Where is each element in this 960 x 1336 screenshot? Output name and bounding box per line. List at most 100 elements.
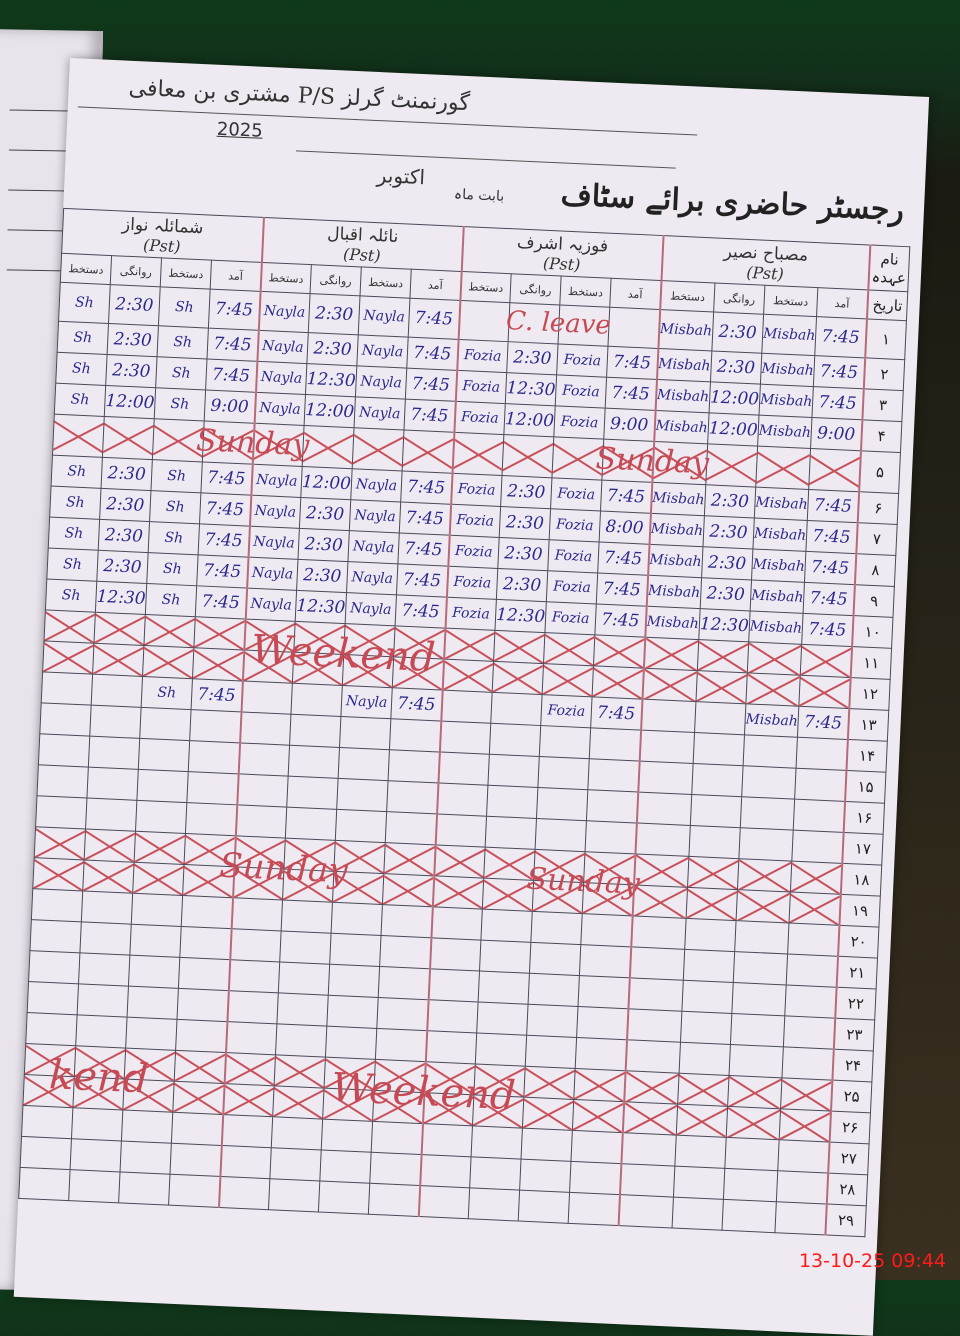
signature: Nayla: [255, 361, 307, 395]
signature: Nayla: [340, 685, 393, 719]
arrival-time: [787, 923, 840, 957]
departure-time: [694, 701, 746, 735]
signature: [525, 1035, 577, 1069]
date-cell: ۱۰: [851, 615, 894, 649]
departure-time: [81, 890, 133, 925]
weekend-annotation: kend: [48, 1052, 150, 1103]
signature: Nayla: [248, 526, 300, 560]
column-header: دستخط: [559, 276, 612, 308]
signature: Fozia: [446, 566, 498, 600]
signature: [440, 690, 493, 724]
year: 2025: [216, 118, 264, 142]
arrival-time: [388, 749, 440, 783]
column-header: روانگی: [509, 273, 562, 305]
signature: [437, 751, 490, 786]
departure-time: [85, 798, 137, 832]
departure-time: [684, 918, 736, 952]
signature: [519, 1159, 571, 1193]
signature: [129, 924, 182, 958]
signature: Misbah: [754, 487, 809, 521]
signature: Nayla: [355, 365, 407, 400]
date-cell: ۱۲: [848, 677, 891, 711]
signature: Sh: [54, 383, 106, 417]
arrival-time: 9:00: [810, 417, 863, 451]
arrival-time: [172, 1081, 225, 1115]
departure-time: 12:00: [503, 403, 556, 437]
departure-time: [671, 1197, 724, 1231]
arrival-time: 9:00: [204, 389, 256, 424]
date-cell: ۱۶: [843, 801, 885, 835]
signature: Fozia: [447, 535, 500, 569]
departure-time: 2:30: [101, 457, 153, 491]
signature: [537, 756, 590, 790]
signature: [425, 1030, 477, 1064]
signature: [25, 1012, 78, 1046]
signature: Fozia: [450, 473, 503, 507]
signature: [21, 1105, 73, 1139]
departure-time: [71, 1107, 123, 1141]
staff-name: مصباح نصیر: [723, 241, 809, 266]
signature: Nayla: [356, 334, 409, 369]
signature: [521, 1128, 573, 1162]
signature: [640, 699, 696, 733]
date-cell: ۲۴: [832, 1049, 874, 1082]
departure-time: [286, 776, 339, 810]
signature: [228, 959, 280, 993]
signature: Fozia: [553, 405, 606, 440]
signature: [38, 733, 90, 768]
signature: [629, 946, 685, 981]
date-cell: ۳: [862, 388, 904, 422]
departure-time: 12:30: [494, 599, 547, 633]
departure-time: [479, 940, 531, 974]
signature: Fozia: [455, 370, 507, 404]
arrival-time: [178, 957, 230, 991]
departure-time: 2:30: [500, 475, 552, 509]
signature: [34, 826, 86, 860]
signature: Fozia: [456, 339, 509, 373]
signature: [620, 1132, 677, 1167]
arrival-time: 7:45: [205, 359, 257, 393]
signature: [138, 738, 190, 772]
departure-time: [91, 674, 143, 708]
departure-time: 12:00: [300, 466, 353, 500]
signature: Sh: [45, 578, 97, 613]
arrival-time: [186, 771, 239, 805]
arrival-time: [171, 1112, 223, 1146]
signature: [235, 804, 287, 839]
signature: [226, 990, 279, 1024]
departure-time: [271, 1116, 323, 1151]
signature: [221, 1114, 273, 1148]
departure-time: [678, 1042, 731, 1076]
date-cell: ۱۳: [847, 708, 889, 742]
departure-time: [84, 828, 136, 863]
departure-time: 2:30: [296, 559, 348, 593]
arrival-time: [368, 1183, 420, 1217]
arrival-time: [587, 758, 640, 793]
arrival-time: [569, 1161, 621, 1195]
departure-time: 12:30: [305, 363, 357, 397]
signature: Misbah: [758, 384, 814, 418]
date-cell: ۱۱: [850, 646, 892, 680]
departure-time: [475, 1032, 527, 1067]
arrival-time: 7:45: [200, 461, 253, 496]
signature: [331, 902, 383, 936]
departure-time: [471, 1125, 523, 1160]
departure-time: 12:30: [505, 372, 557, 406]
departure-time: [677, 1073, 729, 1107]
signature: [421, 1123, 473, 1157]
departure-time: [680, 1011, 732, 1045]
signature: [636, 792, 692, 826]
departure-time: [487, 754, 540, 788]
arrival-time: [575, 1037, 627, 1071]
date-cell: ۲۳: [833, 1018, 875, 1051]
signature: [626, 1008, 682, 1043]
arrival-time: [794, 768, 847, 802]
signature: [619, 1163, 675, 1198]
signature: Sh: [154, 387, 206, 421]
signature: Sh: [51, 455, 103, 489]
signature: [724, 1137, 780, 1171]
signature: [742, 734, 798, 769]
signature: Misbah: [751, 548, 807, 583]
signature: Sh: [157, 325, 209, 360]
date-cell: ۲۶: [829, 1111, 871, 1144]
